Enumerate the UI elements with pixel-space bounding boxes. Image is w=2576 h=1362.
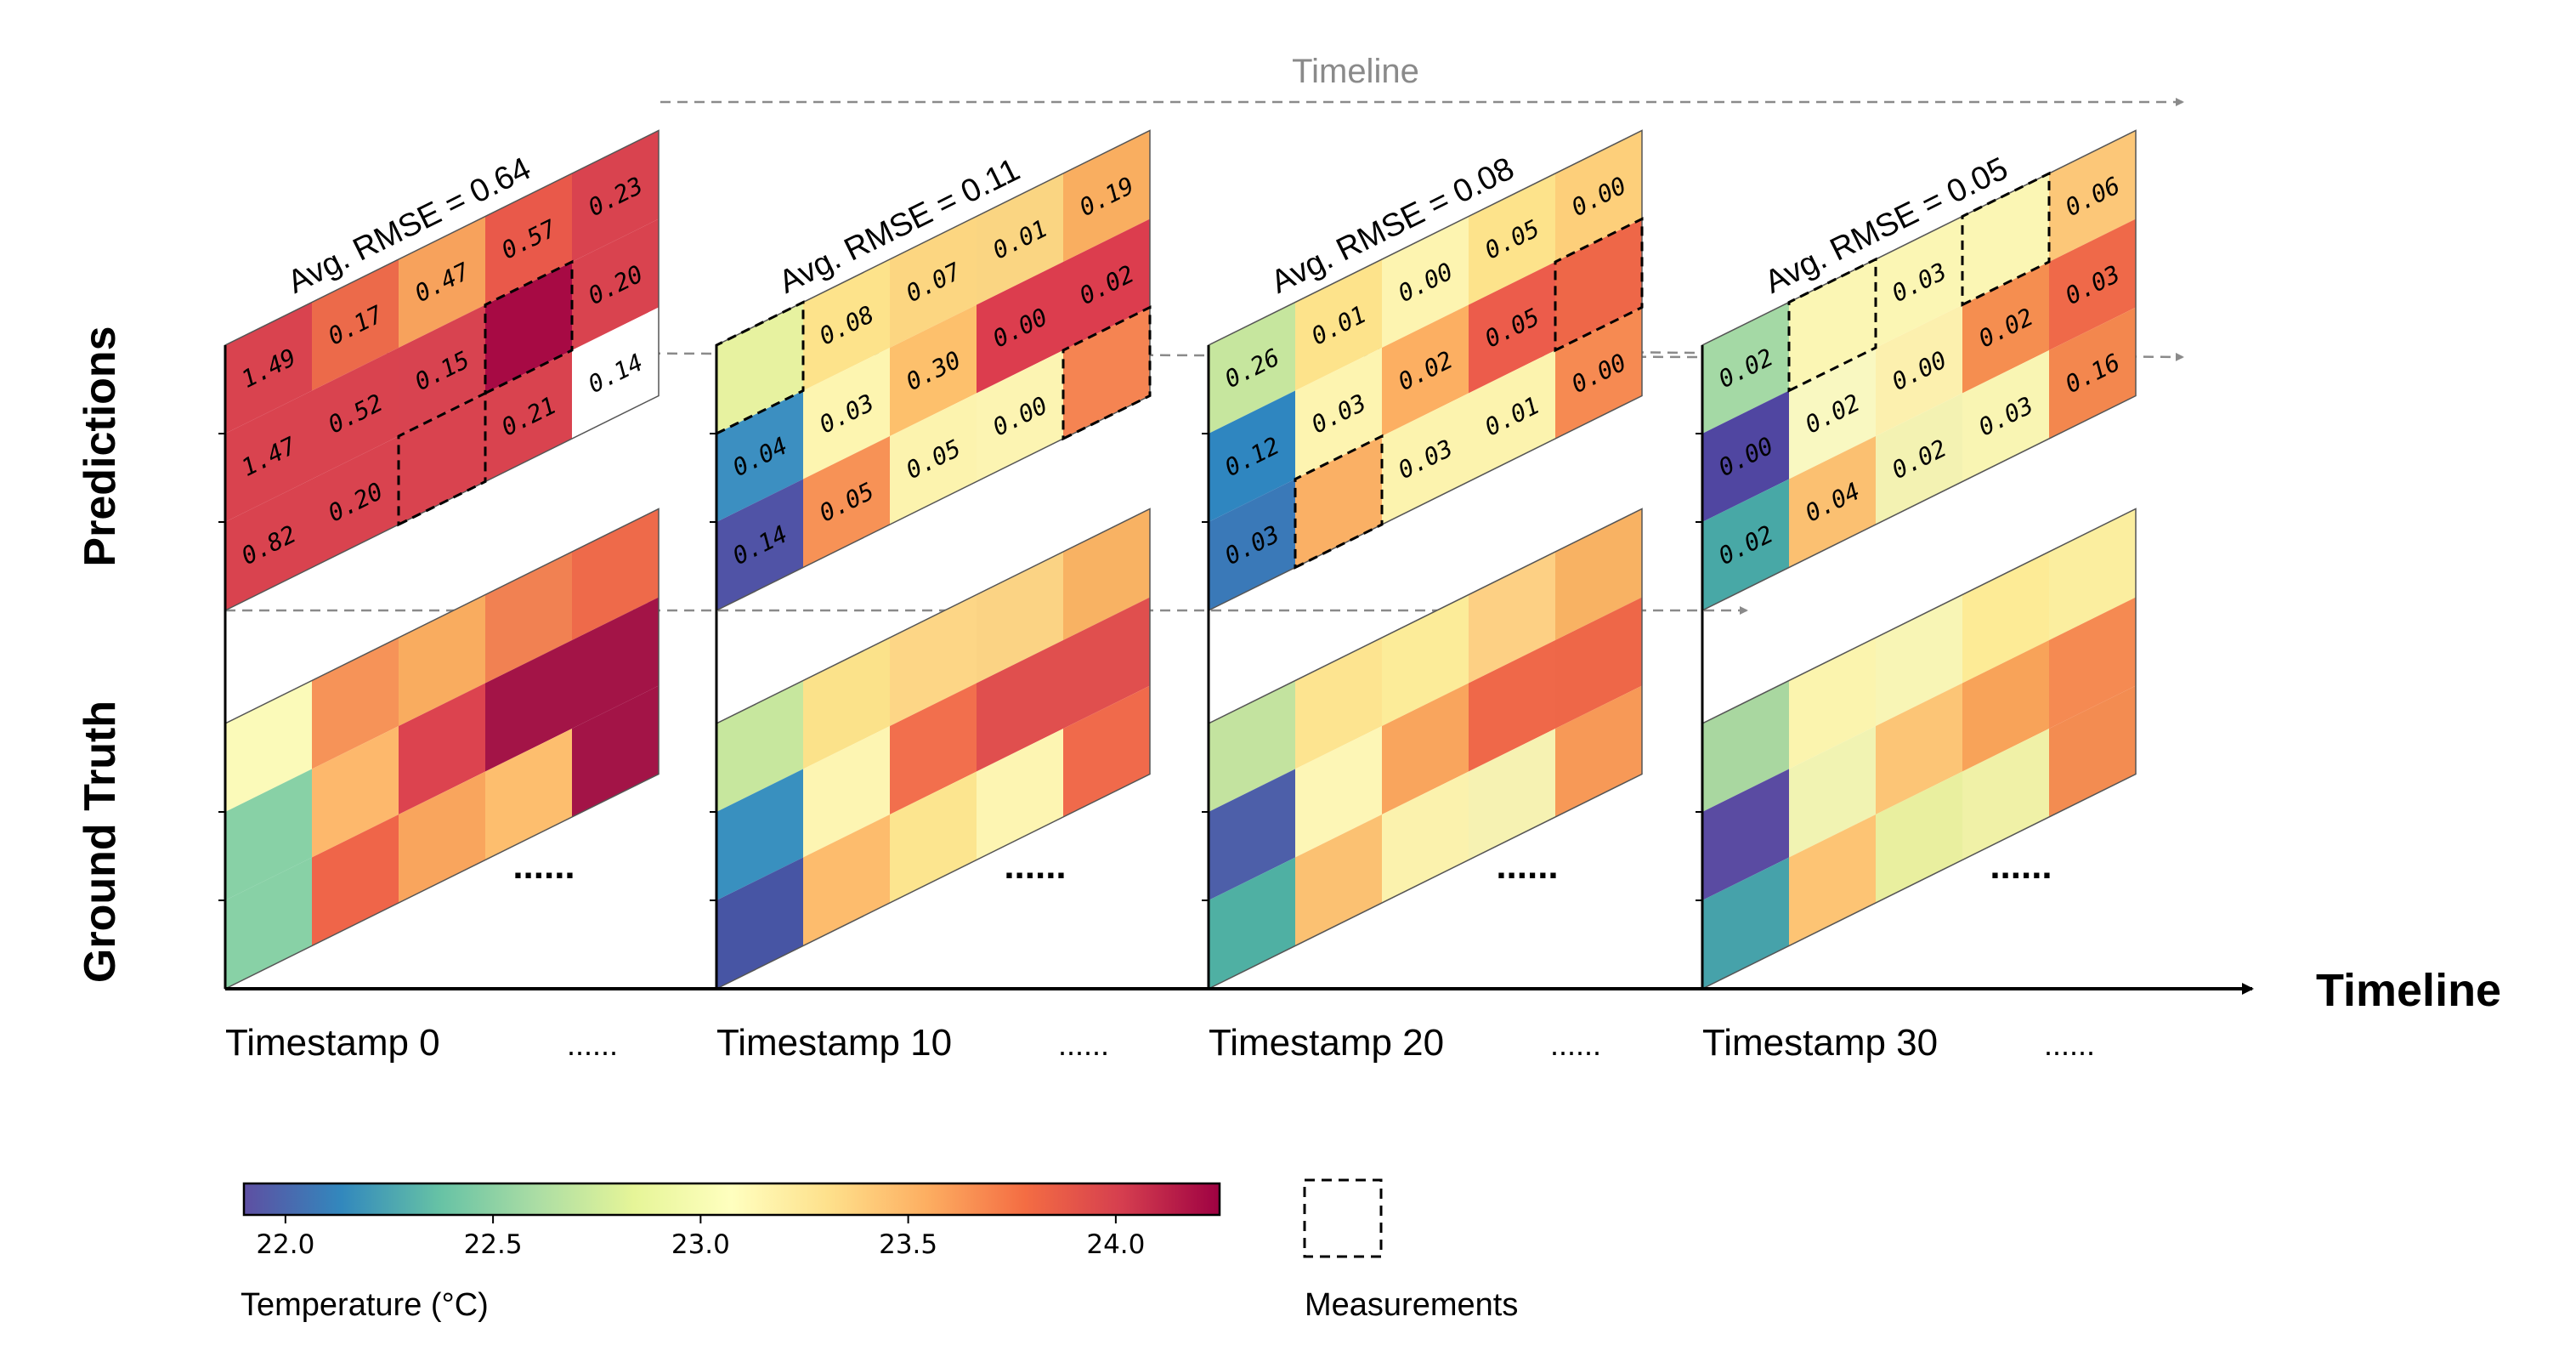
ground-truth-cell xyxy=(1876,683,1962,814)
timestamp-label: Timestamp 30 xyxy=(1702,1022,1938,1064)
ground-truth-cell xyxy=(572,597,659,729)
panel-0: 1.490.170.470.570.231.470.520.150.200.82… xyxy=(218,129,660,990)
ground-truth-cell xyxy=(312,726,399,858)
colorbar-tick-label: 24.0 xyxy=(1086,1229,1145,1260)
measurement-cell-outline xyxy=(1961,171,2051,307)
prediction-cell xyxy=(225,390,312,522)
ground-truth-cell xyxy=(977,640,1063,772)
panel-2: 0.260.010.000.050.000.120.030.020.050.03… xyxy=(1202,129,1644,990)
prediction-cell xyxy=(1876,304,1962,436)
measurements-legend: Measurements xyxy=(1303,1178,1518,1323)
prediction-cell xyxy=(1063,218,1150,350)
prediction-cell xyxy=(399,304,485,436)
prediction-cell xyxy=(1469,262,1555,394)
prediction-cell xyxy=(485,262,572,394)
measurement-cell-outline xyxy=(1554,217,1644,353)
prediction-cell xyxy=(1382,304,1469,436)
ground-truth-cell xyxy=(716,769,803,900)
measurement-cell-outline xyxy=(397,391,487,527)
ground-truth-cell xyxy=(2049,597,2136,729)
ground-truth-cell xyxy=(1469,640,1555,772)
measurement-cell-outline xyxy=(1062,305,1152,441)
timestamp-ellipsis: ...... xyxy=(1058,1027,1109,1062)
timeline-main-label: Timeline xyxy=(2316,965,2501,1016)
prediction-cell xyxy=(312,348,399,480)
colorbar-ticks: 22.0 22.5 23.0 23.5 24.0 xyxy=(256,1215,1145,1260)
ground-truth-cell xyxy=(1962,640,2049,772)
ground-truth-axis-label: Ground Truth xyxy=(76,701,125,983)
colorbar-tick-label: 22.0 xyxy=(256,1229,314,1260)
ground-truth-cell xyxy=(485,640,572,772)
timestamp-ellipsis: ...... xyxy=(1550,1027,1601,1062)
prediction-cell xyxy=(977,262,1063,394)
ground-truth-cell xyxy=(225,769,312,900)
prediction-cell xyxy=(1555,218,1642,350)
ground-truth-cell xyxy=(1702,769,1789,900)
panels-layer: 1.490.170.470.570.231.470.520.150.200.82… xyxy=(218,129,2137,990)
prediction-cell xyxy=(1209,390,1295,522)
ground-truth-cell xyxy=(399,683,485,814)
ground-truth-cell xyxy=(1209,769,1295,900)
ground-truth-ellipsis: ...... xyxy=(1496,845,1558,887)
prediction-cell xyxy=(890,304,977,436)
timeline-top-label: Timeline xyxy=(1292,53,1419,90)
panel-1: 0.080.070.010.190.040.030.300.000.020.14… xyxy=(710,129,1152,990)
ground-truth-cell xyxy=(1382,683,1469,814)
measurements-legend-label: Measurements xyxy=(1305,1287,1518,1323)
ground-truth-ellipsis: ...... xyxy=(1004,845,1066,887)
measurement-legend-swatch xyxy=(1303,1178,1383,1258)
ground-truth-ellipsis: ...... xyxy=(1990,845,2052,887)
colorbar-label: Temperature (°C) xyxy=(241,1287,489,1323)
ground-truth-cell xyxy=(1063,597,1150,729)
timestamp-label: Timestamp 20 xyxy=(1209,1022,1444,1064)
timestamp-ellipsis: ...... xyxy=(567,1027,618,1062)
timestamp-label: Timestamp 0 xyxy=(225,1022,440,1064)
predictions-axis-label: Predictions xyxy=(76,326,125,566)
colorbar-gradient-bar xyxy=(242,1182,1221,1217)
prediction-cell xyxy=(2049,218,2136,350)
ground-truth-cell xyxy=(1555,597,1642,729)
measurement-cell-outline xyxy=(484,259,574,395)
measurement-cell-outline xyxy=(1787,257,1877,393)
colorbar-tick-label: 23.0 xyxy=(671,1229,730,1260)
colorbar-tick-label: 23.5 xyxy=(879,1229,937,1260)
colorbar-tick-label: 22.5 xyxy=(464,1229,523,1260)
prediction-cell xyxy=(1702,390,1789,522)
timestamp-labels: Timestamp 0...... Timestamp 10...... Times… xyxy=(225,1022,2095,1064)
timestamp-ellipsis: ...... xyxy=(2044,1027,2095,1062)
timestamp-label: Timestamp 10 xyxy=(716,1022,952,1064)
panel-3: 0.020.030.060.000.020.000.020.030.020.04… xyxy=(1696,129,2137,990)
ground-truth-cell xyxy=(1789,726,1876,858)
measurement-cell-outline xyxy=(1294,434,1384,570)
prediction-cell xyxy=(572,218,659,350)
ground-truth-ellipsis: ...... xyxy=(512,845,575,887)
colorbar: 22.0 22.5 23.0 23.5 24.0 Temperature (°C) xyxy=(241,1182,1221,1323)
prediction-cell xyxy=(803,348,890,480)
ground-truth-cell xyxy=(1295,726,1382,858)
prediction-cell xyxy=(1295,348,1382,480)
ground-truth-cell xyxy=(890,683,977,814)
ground-truth-cell xyxy=(803,726,890,858)
